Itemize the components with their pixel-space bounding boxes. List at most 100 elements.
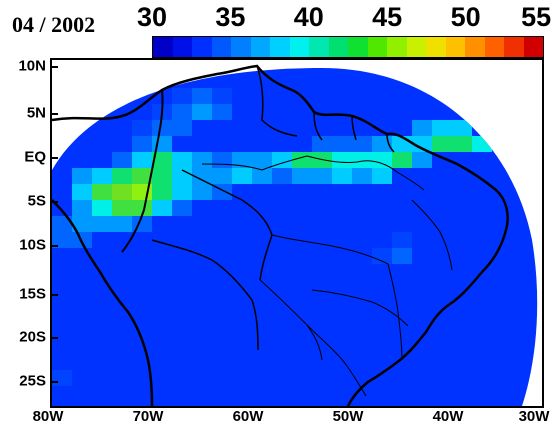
lat-tick (50, 157, 58, 159)
cell (172, 152, 192, 168)
cell (472, 136, 492, 152)
cell (352, 168, 372, 184)
colorbar-segment (387, 37, 407, 57)
colorbar-segment (231, 37, 251, 57)
colorbar-segment (289, 37, 309, 57)
cell (292, 152, 312, 168)
cell (372, 248, 392, 264)
colorbar-segment (192, 37, 212, 57)
cell (252, 152, 272, 168)
chart-title: 04 / 2002 (12, 12, 96, 37)
lat-label-10n: 10N (18, 57, 46, 75)
cell (452, 120, 472, 136)
cell (212, 104, 232, 120)
lon-label-60w: 60W (232, 408, 264, 425)
cell (412, 136, 432, 152)
cell (272, 168, 292, 184)
lat-label-15s: 15S (19, 285, 46, 303)
lon-label-70w: 70W (132, 408, 164, 425)
cell (312, 136, 332, 152)
cell (212, 88, 232, 104)
cell (72, 200, 92, 216)
map-panel (50, 58, 544, 408)
cell (252, 168, 272, 184)
cell (132, 120, 152, 136)
colorbar-segment (250, 37, 270, 57)
lat-label-eq: EQ (24, 148, 46, 166)
cell (452, 136, 472, 152)
colorbar-segment (504, 37, 524, 57)
cell (392, 248, 412, 264)
cell (172, 88, 192, 104)
colorbar-tick-labels: 30 35 40 45 50 55 (137, 2, 551, 34)
colorbar-segment (270, 37, 290, 57)
cell (132, 200, 152, 216)
cell (112, 168, 132, 184)
cell (92, 200, 112, 216)
lon-label-80w: 80W (32, 408, 64, 425)
colorbar (152, 36, 544, 58)
cell (212, 152, 232, 168)
colorbar-segment (465, 37, 485, 57)
cell (192, 184, 212, 200)
colorbar-segment (348, 37, 368, 57)
colorbar-segment (523, 37, 543, 57)
cell (72, 184, 92, 200)
cell (72, 168, 92, 184)
cell (192, 88, 212, 104)
cell (332, 152, 352, 168)
lat-tick (50, 201, 58, 203)
lat-label-5s: 5S (27, 192, 46, 210)
cell (312, 168, 332, 184)
lon-label-50w: 50W (332, 408, 364, 425)
colorbar-segment (309, 37, 329, 57)
colorbar-tick-40: 40 (293, 2, 324, 32)
lat-label-10s: 10S (19, 236, 46, 254)
colorbar-tick-55: 55 (521, 2, 552, 32)
cell (172, 120, 192, 136)
cell (332, 136, 352, 152)
lat-tick (50, 381, 58, 383)
cell (352, 152, 372, 168)
cell (152, 184, 172, 200)
cell (352, 136, 372, 152)
coastlines (52, 64, 509, 406)
cell (92, 168, 112, 184)
colorbar-segment (426, 37, 446, 57)
cell (112, 184, 132, 200)
cell (92, 184, 112, 200)
lat-label-25s: 25S (19, 372, 46, 390)
cell (332, 168, 352, 184)
cell (372, 152, 392, 168)
lat-tick (50, 294, 58, 296)
cell (192, 168, 212, 184)
cell (52, 216, 72, 232)
cell (372, 168, 392, 184)
colorbar-segment (445, 37, 465, 57)
lat-tick (50, 113, 58, 115)
cell (192, 104, 212, 120)
map-svg (52, 64, 538, 406)
lat-label-20s: 20S (19, 328, 46, 346)
cell (172, 184, 192, 200)
cell (212, 168, 232, 184)
cell (432, 120, 452, 136)
cell (132, 136, 152, 152)
cell (112, 216, 132, 232)
cell (112, 152, 132, 168)
cell (232, 152, 252, 168)
lat-tick (50, 337, 58, 339)
colorbar-tick-45: 45 (372, 2, 403, 32)
cell (152, 136, 172, 152)
cell (152, 200, 172, 216)
cell (412, 120, 432, 136)
cell (132, 152, 152, 168)
cell (132, 168, 152, 184)
cell (112, 200, 132, 216)
lat-tick (50, 66, 58, 68)
cell (392, 152, 412, 168)
colorbar-segment (367, 37, 387, 57)
cell (92, 216, 112, 232)
lat-label-5n: 5N (26, 104, 46, 122)
colorbar-tick-50: 50 (450, 2, 481, 32)
